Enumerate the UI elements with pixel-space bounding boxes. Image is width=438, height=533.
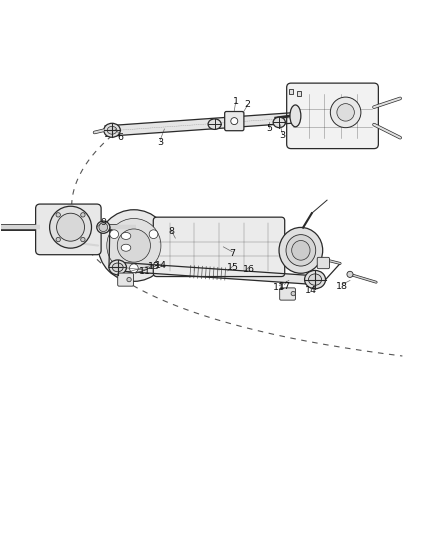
Circle shape [130, 264, 138, 272]
FancyBboxPatch shape [225, 111, 244, 131]
FancyBboxPatch shape [287, 83, 378, 149]
Ellipse shape [109, 260, 127, 275]
Ellipse shape [121, 232, 131, 239]
Text: 7: 7 [229, 249, 235, 258]
Ellipse shape [273, 117, 286, 128]
Circle shape [337, 103, 354, 121]
FancyBboxPatch shape [280, 288, 295, 300]
Text: 5: 5 [266, 125, 272, 133]
Polygon shape [116, 262, 320, 285]
Circle shape [117, 229, 150, 262]
Polygon shape [105, 113, 291, 136]
Circle shape [57, 213, 85, 241]
Ellipse shape [104, 123, 120, 138]
Text: 14: 14 [305, 286, 317, 295]
Text: 15: 15 [227, 263, 240, 272]
Text: 13: 13 [148, 262, 159, 271]
FancyBboxPatch shape [153, 217, 285, 277]
Bar [297, 91, 301, 96]
Text: 16: 16 [243, 264, 254, 273]
FancyBboxPatch shape [118, 273, 134, 286]
Text: 8: 8 [168, 227, 174, 236]
Text: 9: 9 [100, 219, 106, 228]
Ellipse shape [97, 221, 110, 233]
Text: 6: 6 [118, 133, 124, 142]
Ellipse shape [290, 105, 301, 127]
Ellipse shape [107, 126, 117, 134]
Ellipse shape [112, 263, 123, 272]
Text: 3: 3 [279, 131, 286, 140]
Text: 3: 3 [157, 138, 163, 147]
Circle shape [81, 237, 85, 242]
Circle shape [330, 97, 361, 128]
Bar [289, 89, 293, 94]
Text: 11: 11 [139, 267, 151, 276]
Ellipse shape [208, 119, 221, 130]
Circle shape [107, 219, 161, 272]
Ellipse shape [292, 240, 310, 260]
Text: 18: 18 [336, 281, 348, 290]
Circle shape [49, 206, 92, 248]
Ellipse shape [308, 274, 321, 285]
Text: 1: 1 [233, 97, 239, 106]
Circle shape [127, 277, 131, 282]
Ellipse shape [279, 228, 323, 273]
Circle shape [291, 292, 295, 296]
FancyBboxPatch shape [317, 257, 329, 269]
Circle shape [56, 237, 60, 242]
Circle shape [56, 213, 60, 217]
Ellipse shape [286, 235, 316, 266]
Text: 14: 14 [155, 261, 167, 270]
Circle shape [110, 230, 119, 239]
Text: 11: 11 [273, 283, 285, 292]
FancyBboxPatch shape [35, 204, 101, 255]
Text: 2: 2 [244, 100, 251, 109]
Text: 17: 17 [279, 282, 290, 291]
Circle shape [99, 223, 108, 231]
Circle shape [231, 118, 238, 125]
Circle shape [149, 230, 158, 239]
Circle shape [98, 210, 170, 281]
Ellipse shape [304, 270, 325, 289]
Circle shape [81, 213, 85, 217]
Circle shape [347, 271, 353, 277]
Ellipse shape [121, 244, 131, 251]
